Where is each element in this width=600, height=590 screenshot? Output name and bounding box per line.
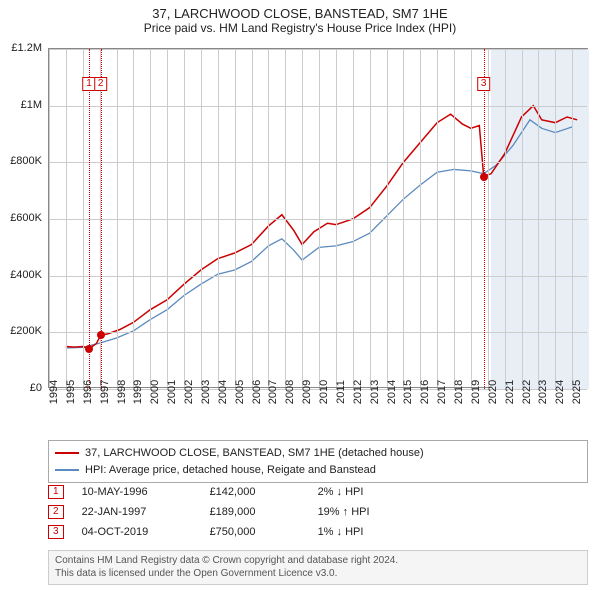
- xtick-label: 2014: [386, 380, 398, 404]
- xtick-label: 2023: [537, 380, 549, 404]
- chart-area: 123 £0£200K£400K£600K£800K£1M£1.2M199419…: [48, 48, 588, 408]
- ytick-label: £200K: [10, 325, 42, 337]
- sale-row: 3 04-OCT-2019 £750,000 1% ↓ HPI: [48, 522, 588, 542]
- sale-price: £189,000: [210, 506, 300, 518]
- attribution-line2: This data is licensed under the Open Gov…: [55, 567, 581, 580]
- legend-swatch-property: [55, 452, 79, 454]
- xtick-label: 1998: [116, 380, 128, 404]
- xtick-label: 1997: [99, 380, 111, 404]
- sale-row: 2 22-JAN-1997 £189,000 19% ↑ HPI: [48, 502, 588, 522]
- xtick-label: 2022: [521, 380, 533, 404]
- chart-container: 37, LARCHWOOD CLOSE, BANSTEAD, SM7 1HE P…: [0, 0, 600, 590]
- sale-marker-dot: [97, 331, 105, 339]
- ytick-label: £1.2M: [11, 42, 42, 54]
- ytick-label: £800K: [10, 155, 42, 167]
- xtick-label: 2000: [149, 380, 161, 404]
- xtick-label: 2015: [402, 380, 414, 404]
- xtick-label: 2016: [419, 380, 431, 404]
- sale-row: 1 10-MAY-1996 £142,000 2% ↓ HPI: [48, 482, 588, 502]
- sale-date: 22-JAN-1997: [82, 506, 192, 518]
- xtick-label: 2011: [335, 380, 347, 404]
- ytick-label: £600K: [10, 212, 42, 224]
- xtick-label: 1996: [82, 380, 94, 404]
- sale-price: £750,000: [210, 526, 300, 538]
- xtick-label: 2017: [436, 380, 448, 404]
- xtick-label: 2021: [504, 380, 516, 404]
- xtick-label: 1995: [65, 380, 77, 404]
- xtick-label: 2020: [487, 380, 499, 404]
- xtick-label: 2024: [554, 380, 566, 404]
- attribution: Contains HM Land Registry data © Crown c…: [48, 550, 588, 585]
- xtick-label: 2010: [318, 380, 330, 404]
- xtick-label: 2002: [183, 380, 195, 404]
- legend: 37, LARCHWOOD CLOSE, BANSTEAD, SM7 1HE (…: [48, 440, 588, 483]
- chart-title: 37, LARCHWOOD CLOSE, BANSTEAD, SM7 1HE: [10, 6, 590, 21]
- legend-label-hpi: HPI: Average price, detached house, Reig…: [85, 462, 376, 479]
- xtick-label: 2025: [571, 380, 583, 404]
- legend-row-property: 37, LARCHWOOD CLOSE, BANSTEAD, SM7 1HE (…: [55, 445, 581, 462]
- attribution-line1: Contains HM Land Registry data © Crown c…: [55, 554, 581, 567]
- legend-label-property: 37, LARCHWOOD CLOSE, BANSTEAD, SM7 1HE (…: [85, 445, 424, 462]
- xtick-label: 2001: [166, 380, 178, 404]
- sale-marker-label: 2: [94, 77, 108, 91]
- xtick-label: 2007: [267, 380, 279, 404]
- legend-swatch-hpi: [55, 469, 79, 471]
- xtick-label: 2013: [369, 380, 381, 404]
- plot-region: 123: [48, 48, 588, 388]
- xtick-label: 2004: [217, 380, 229, 404]
- ytick-label: £0: [30, 382, 42, 394]
- xtick-label: 2012: [352, 380, 364, 404]
- sale-pct: 2% ↓ HPI: [318, 486, 428, 498]
- sale-idx: 1: [48, 485, 64, 499]
- sale-marker-dot: [85, 345, 93, 353]
- sale-price: £142,000: [210, 486, 300, 498]
- chart-subtitle: Price paid vs. HM Land Registry's House …: [10, 21, 590, 35]
- sale-pct: 19% ↑ HPI: [318, 506, 428, 518]
- sale-idx: 2: [48, 505, 64, 519]
- sale-pct: 1% ↓ HPI: [318, 526, 428, 538]
- xtick-label: 2005: [234, 380, 246, 404]
- xtick-label: 2008: [284, 380, 296, 404]
- ytick-label: £1M: [21, 99, 42, 111]
- xtick-label: 2003: [200, 380, 212, 404]
- title-block: 37, LARCHWOOD CLOSE, BANSTEAD, SM7 1HE P…: [0, 0, 600, 37]
- ytick-label: £400K: [10, 269, 42, 281]
- xtick-label: 1994: [48, 380, 60, 404]
- xtick-label: 1999: [132, 380, 144, 404]
- sale-marker-label: 3: [477, 77, 491, 91]
- xtick-label: 2019: [470, 380, 482, 404]
- xtick-label: 2006: [251, 380, 263, 404]
- xtick-label: 2009: [301, 380, 313, 404]
- sale-idx: 3: [48, 525, 64, 539]
- sale-date: 10-MAY-1996: [82, 486, 192, 498]
- sale-date: 04-OCT-2019: [82, 526, 192, 538]
- xtick-label: 2018: [453, 380, 465, 404]
- sales-table: 1 10-MAY-1996 £142,000 2% ↓ HPI 2 22-JAN…: [48, 482, 588, 542]
- sale-marker-dot: [480, 173, 488, 181]
- legend-row-hpi: HPI: Average price, detached house, Reig…: [55, 462, 581, 479]
- series-line: [66, 106, 577, 349]
